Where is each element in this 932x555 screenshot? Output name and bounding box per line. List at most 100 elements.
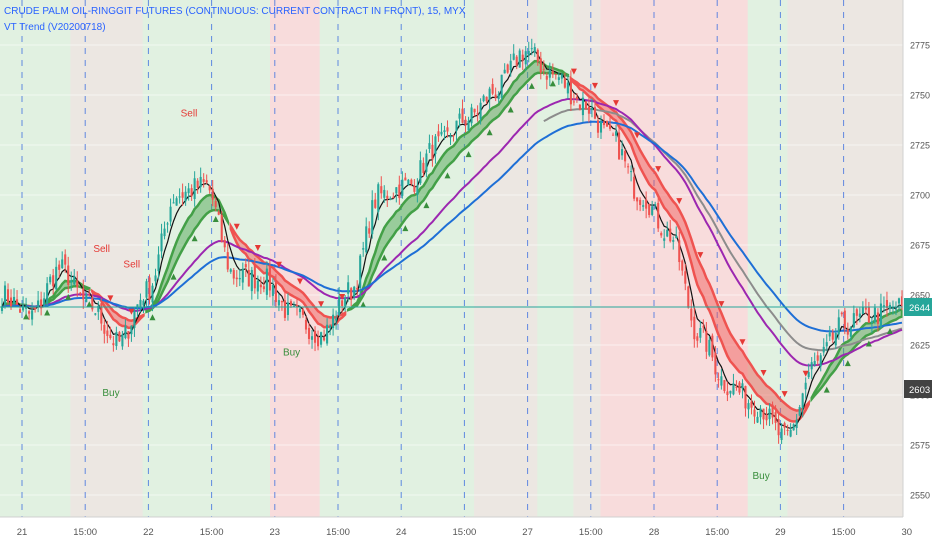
candle xyxy=(148,274,151,305)
candle-body xyxy=(476,113,479,115)
candle-body xyxy=(663,238,666,241)
price-tick-label: 2725 xyxy=(910,141,930,151)
candle-body xyxy=(825,342,828,347)
candle xyxy=(265,261,268,300)
trend-zone-0 xyxy=(0,0,71,517)
candle xyxy=(645,191,648,219)
candle xyxy=(124,319,127,340)
candle-body xyxy=(765,414,768,421)
candle-body xyxy=(365,226,368,253)
candle-body xyxy=(320,332,323,345)
candle-body xyxy=(371,200,374,235)
candle xyxy=(777,412,780,444)
candle xyxy=(175,196,178,206)
candle xyxy=(479,98,482,125)
candle-body xyxy=(581,97,584,116)
candle xyxy=(344,295,347,312)
down-arrow-marker xyxy=(655,166,662,173)
candle-body xyxy=(491,83,494,94)
candle xyxy=(729,390,732,398)
candle xyxy=(443,125,446,140)
candle xyxy=(268,260,271,298)
bear-band-segment xyxy=(91,288,145,330)
candle-body xyxy=(687,286,690,308)
candle xyxy=(801,392,804,418)
candle-body xyxy=(374,199,377,208)
candle xyxy=(536,48,539,66)
candle xyxy=(894,301,898,316)
candle xyxy=(329,324,332,336)
candle-body xyxy=(298,308,302,313)
candle xyxy=(705,321,708,360)
candle xyxy=(819,353,822,372)
candle xyxy=(506,63,509,74)
candle-body xyxy=(217,211,220,215)
candle xyxy=(259,276,262,295)
candle-body xyxy=(341,300,344,307)
candle xyxy=(172,194,175,204)
candle xyxy=(419,151,422,185)
candle xyxy=(560,72,563,84)
candle-body xyxy=(503,69,506,74)
up-arrow-marker xyxy=(86,301,93,308)
candle-body xyxy=(244,264,247,268)
candle-body xyxy=(301,309,305,315)
candle-body xyxy=(377,184,380,212)
candle xyxy=(238,269,241,287)
candle-body xyxy=(247,269,250,287)
candle xyxy=(307,322,311,345)
candle-body xyxy=(49,276,52,283)
candle xyxy=(569,70,572,112)
candle xyxy=(130,325,133,342)
up-arrow-marker xyxy=(844,360,851,367)
candle-body xyxy=(383,189,386,198)
candle-body xyxy=(879,303,882,327)
candle xyxy=(82,279,85,309)
candle-body xyxy=(232,270,235,279)
candle xyxy=(813,352,816,367)
candle-body xyxy=(401,179,404,196)
candle xyxy=(515,55,518,70)
candle-body xyxy=(335,318,338,321)
candle xyxy=(58,260,61,278)
bull-band-segment xyxy=(810,308,904,403)
last-price-label: 2644 xyxy=(909,303,930,314)
candle xyxy=(313,326,317,352)
candle xyxy=(738,380,741,395)
candle-body xyxy=(533,47,536,53)
candle-body xyxy=(410,179,413,184)
candle xyxy=(323,329,326,342)
candle-body xyxy=(780,428,783,440)
candle xyxy=(31,302,34,326)
candle-body xyxy=(43,298,46,306)
up-arrow-marker xyxy=(44,309,51,316)
candle-body xyxy=(386,195,389,199)
candle xyxy=(765,406,768,426)
candle-body xyxy=(332,314,335,329)
candle xyxy=(732,373,735,396)
candle xyxy=(476,105,479,122)
candle xyxy=(542,60,545,76)
candle xyxy=(232,268,235,285)
candle xyxy=(55,257,58,290)
candle-body xyxy=(446,127,449,132)
candle xyxy=(578,103,581,111)
candle-body xyxy=(292,305,296,307)
candle-body xyxy=(867,306,870,323)
candle xyxy=(250,266,253,300)
candle-body xyxy=(642,205,645,207)
candle-body xyxy=(76,280,79,288)
candle xyxy=(142,298,145,314)
candle xyxy=(277,293,280,312)
candle xyxy=(891,300,895,315)
candle-body xyxy=(223,240,226,248)
candle-body xyxy=(705,330,708,352)
candle xyxy=(654,201,657,210)
candle xyxy=(581,91,584,122)
candle-body xyxy=(590,107,594,110)
candle xyxy=(608,114,612,131)
candle-body xyxy=(304,319,308,330)
candle xyxy=(500,74,503,101)
